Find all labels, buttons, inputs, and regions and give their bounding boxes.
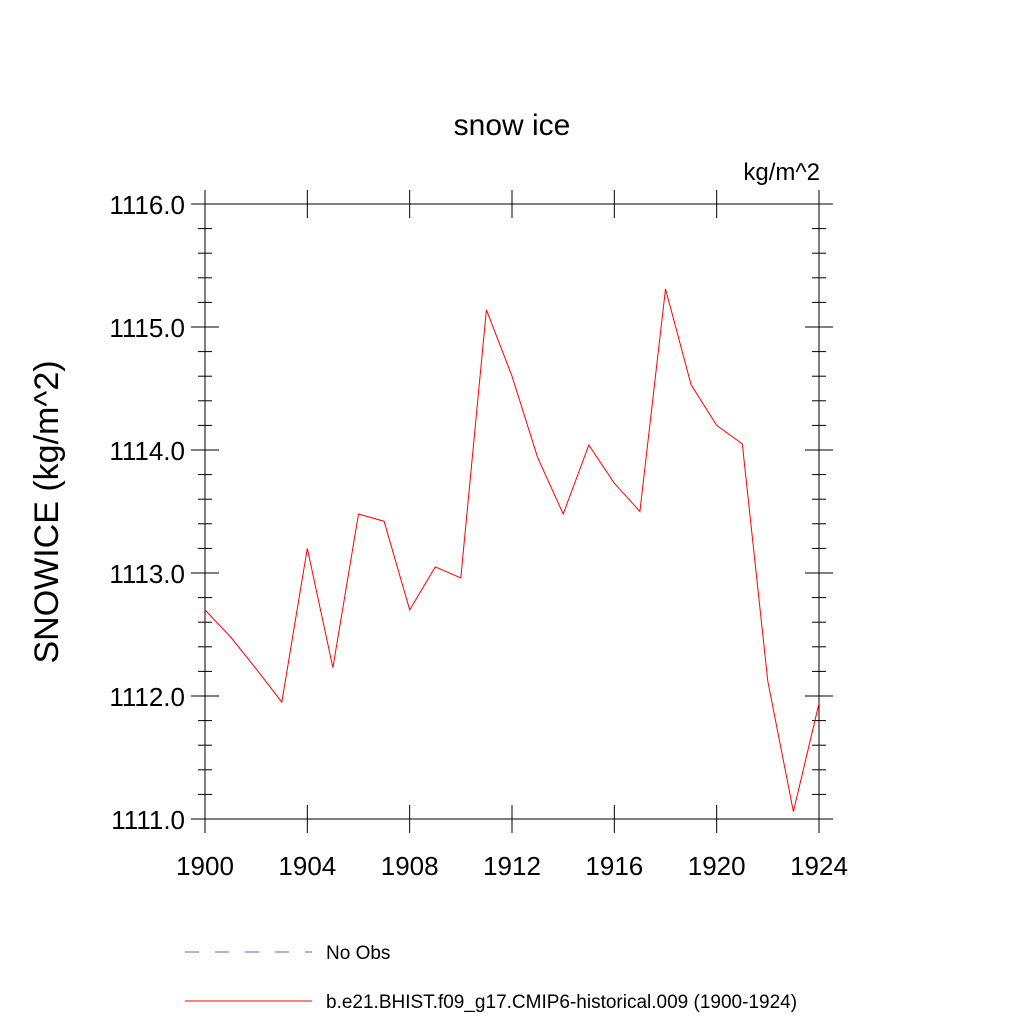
y-tick-label: 1111.0 [111,805,185,835]
tick-labels: 1111.0 1112.0 1113.0 1114.0 1115.0 1116.0 1900… [109,190,848,881]
x-tick-label: 1920 [688,851,746,881]
plot-frame [204,203,820,820]
series-group [204,288,820,812]
x-tick-label: 1912 [483,851,541,881]
x-tick-label: 1916 [585,851,643,881]
y-tick-label: 1114.0 [109,436,185,466]
series-line [204,288,820,812]
x-tick-label: 1924 [790,851,848,881]
y-tick-label: 1115.0 [109,313,185,343]
x-tick-label: 1904 [278,851,336,881]
y-axis-label: SNOWICE (kg/m^2) [28,360,66,663]
y-tick-label: 1113.0 [109,559,185,589]
chart-title: snow ice [454,109,571,142]
legend-label: b.e21.BHIST.f09_g17.CMIP6-historical.009… [326,992,797,1013]
axis-ticks [191,190,833,833]
y-tick-label: 1116.0 [109,190,185,220]
x-tick-label: 1908 [381,851,439,881]
legend: No Obs b.e21.BHIST.f09_g17.CMIP6-historic… [185,943,797,1013]
legend-label: No Obs [326,943,390,964]
units-label: kg/m^2 [743,159,820,186]
y-tick-label: 1112.0 [109,682,185,712]
x-tick-label: 1900 [176,851,234,881]
